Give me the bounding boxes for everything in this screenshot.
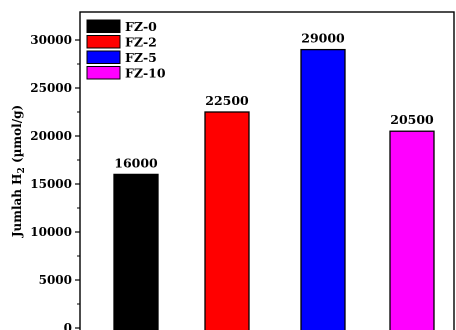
y-axis-title: Jumlah H2 (µmol/g) [10, 105, 27, 238]
y-tick-label: 15000 [30, 177, 72, 191]
legend-swatch-fz-5 [86, 50, 121, 64]
y-tick-label: 10000 [30, 225, 72, 239]
legend-label-fz-0: FZ-0 [125, 19, 157, 34]
bar-fz-10 [389, 130, 435, 330]
data-label-fz-10: 20500 [390, 112, 434, 127]
legend-label-fz-5: FZ-5 [125, 50, 157, 65]
plot-frame [79, 11, 455, 330]
data-labels: 16000 22500 29000 20500 [114, 31, 434, 171]
y-tick-label: 25000 [30, 81, 72, 95]
y-axis-title-main: Jumlah H [10, 173, 24, 238]
legend-swatch-fz-0 [86, 19, 121, 33]
y-axis-title-unit: (µmol/g) [10, 105, 24, 167]
legend-label-fz-10: FZ-10 [125, 66, 166, 81]
bar-fz-5 [300, 48, 346, 330]
y-tick-label: 20000 [30, 129, 72, 143]
bar-fz-2 [204, 111, 250, 330]
legend-swatch-fz-2 [86, 35, 121, 49]
legend-swatch-fz-10 [86, 66, 121, 80]
y-axis-title-subscript: 2 [17, 167, 27, 173]
bar-fz-0 [113, 173, 159, 330]
data-label-fz-2: 22500 [205, 93, 249, 108]
legend: FZ-0FZ-2FZ-5FZ-10 [86, 19, 166, 81]
data-label-fz-0: 16000 [114, 155, 158, 170]
y-tick-label: 30000 [30, 33, 72, 47]
legend-label-fz-2: FZ-2 [125, 35, 157, 50]
y-tick-label: 5000 [39, 273, 72, 287]
y-axis-ticks: 0 5000 10000 15000 20000 25000 30000 [30, 33, 80, 330]
data-label-fz-5: 29000 [301, 31, 345, 46]
y-tick-label: 0 [64, 321, 72, 330]
bars [113, 48, 435, 330]
